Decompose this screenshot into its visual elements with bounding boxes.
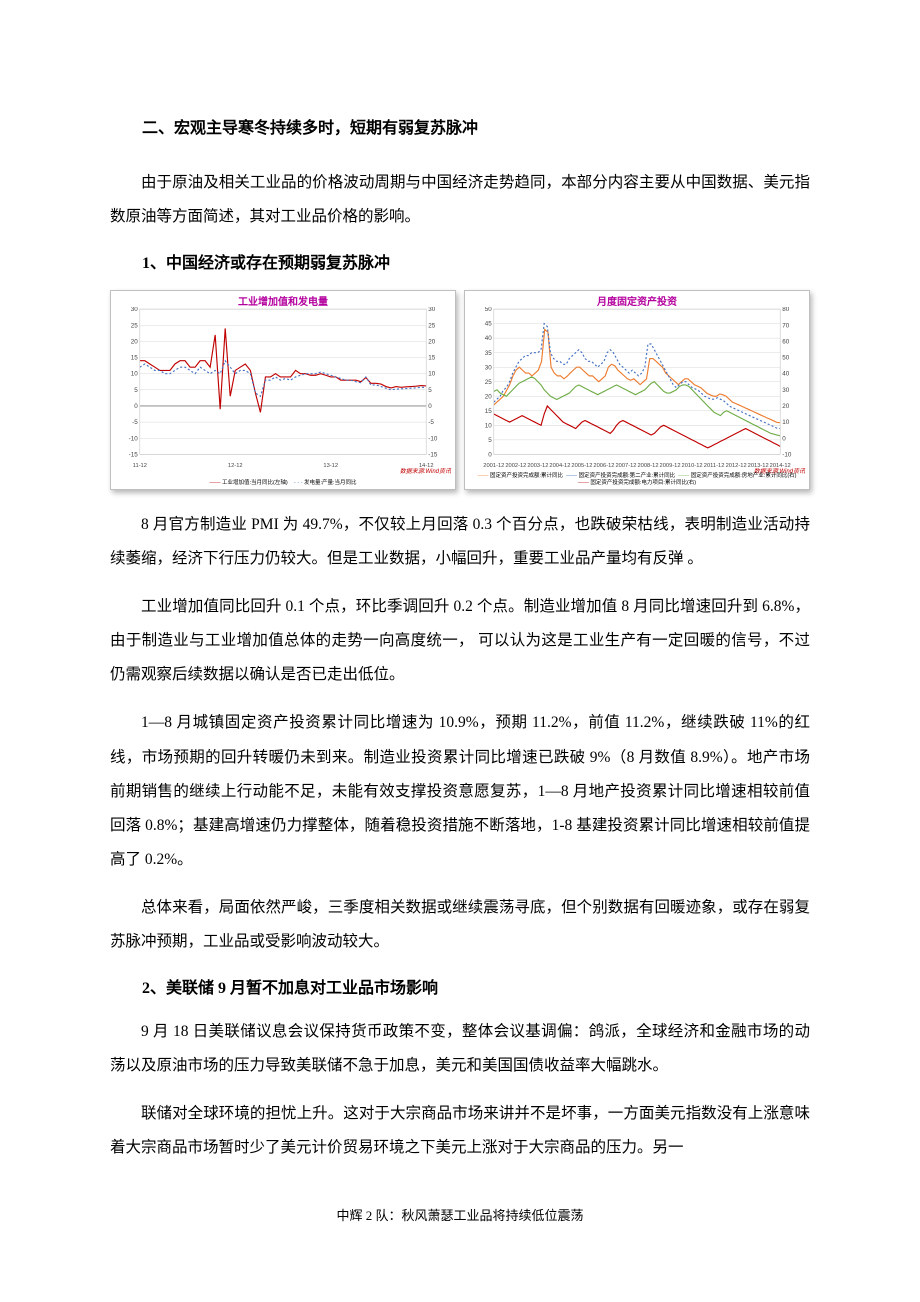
document-page: 二、宏观主导寒冬持续多时，短期有弱复苏脉冲 由于原油及相关工业品的价格波动周期与… — [0, 0, 920, 1264]
page-footer: 中辉 2 队：秋风萧瑟工业品将持续低位震荡 — [110, 1205, 810, 1224]
svg-text:50: 50 — [485, 307, 492, 313]
body-paragraph-3: 1—8 月城镇固定资产投资累计同比增速为 10.9%，预期 11.2%，前值 1… — [110, 706, 810, 876]
svg-text:2001-12: 2001-12 — [483, 463, 504, 469]
svg-text:10: 10 — [428, 371, 435, 378]
svg-text:-5: -5 — [428, 419, 434, 426]
chart-2-container: 月度固定资产投资 0 5 10 15 20 25 30 35 40 45 50 -10 0 10 20 30 4… — [464, 290, 810, 490]
svg-text:0: 0 — [488, 451, 492, 458]
svg-text:20: 20 — [782, 403, 789, 410]
svg-text:10: 10 — [782, 419, 789, 426]
body-paragraph-6: 联储对全球环境的担忧上升。这对于大宗商品市场来讲并不是坏事，一方面美元指数没有上… — [110, 1097, 810, 1165]
svg-text:2012-12: 2012-12 — [726, 463, 747, 469]
svg-text:2006-12: 2006-12 — [593, 463, 614, 469]
section-heading: 二、宏观主导寒冬持续多时，短期有弱复苏脉冲 — [110, 115, 810, 144]
svg-text:15: 15 — [131, 355, 138, 362]
charts-row: 工业增加值和发电量 -15 -10 -5 0 5 10 15 20 25 30 -15 -10 -5 0 5… — [110, 290, 810, 490]
svg-text:5: 5 — [134, 387, 138, 394]
svg-text:-10: -10 — [129, 435, 139, 442]
svg-text:-15: -15 — [129, 451, 139, 458]
svg-text:-5: -5 — [132, 419, 138, 426]
svg-text:25: 25 — [428, 322, 435, 329]
svg-text:40: 40 — [485, 335, 492, 342]
svg-text:25: 25 — [131, 322, 138, 329]
svg-text:45: 45 — [485, 321, 492, 328]
body-paragraph-1: 8 月官方制造业 PMI 为 49.7%，不仅较上月回落 0.3 个百分点，也跌… — [110, 508, 810, 576]
svg-text:0: 0 — [134, 403, 138, 410]
svg-text:40: 40 — [782, 371, 789, 378]
svg-text:20: 20 — [485, 393, 492, 400]
chart-2-legend: —— 固定资产投资完成额:累计同比 —— 固定资产投资完成额:第二产业:累计同比… — [465, 473, 809, 487]
svg-text:-10: -10 — [782, 451, 792, 458]
svg-text:-10: -10 — [428, 435, 438, 442]
chart-1-container: 工业增加值和发电量 -15 -10 -5 0 5 10 15 20 25 30 -15 -10 -5 0 5… — [110, 290, 456, 490]
chart-2-title: 月度固定资产投资 — [465, 293, 809, 308]
svg-text:0: 0 — [782, 435, 786, 442]
svg-text:80: 80 — [782, 307, 789, 313]
svg-text:10: 10 — [131, 371, 138, 378]
svg-text:20: 20 — [428, 338, 435, 345]
svg-text:5: 5 — [428, 387, 432, 394]
svg-text:12-12: 12-12 — [228, 463, 243, 469]
svg-text:2004-12: 2004-12 — [549, 463, 570, 469]
body-paragraph-5: 9 月 18 日美联储议息会议保持货币政策不变，整体会议基调偏：鸽派，全球经济和… — [110, 1015, 810, 1083]
svg-text:30: 30 — [428, 307, 435, 313]
chart-1-plot: -15 -10 -5 0 5 10 15 20 25 30 -15 -10 -5 0 5 10 15 20 25 30… — [121, 307, 445, 469]
svg-text:2009-12: 2009-12 — [660, 463, 681, 469]
svg-text:10: 10 — [485, 422, 492, 429]
svg-text:11-12: 11-12 — [133, 463, 147, 469]
svg-text:2007-12: 2007-12 — [615, 463, 636, 469]
svg-text:60: 60 — [782, 338, 789, 345]
chart-1-title: 工业增加值和发电量 — [111, 293, 455, 308]
chart-1-source: 数据来源:Wind资讯 — [400, 466, 451, 475]
svg-text:30: 30 — [782, 387, 789, 394]
svg-text:20: 20 — [131, 338, 138, 345]
svg-text:70: 70 — [782, 322, 789, 329]
svg-text:30: 30 — [485, 364, 492, 371]
intro-paragraph: 由于原油及相关工业品的价格波动周期与中国经济走势趋同，本部分内容主要从中国数据、… — [110, 166, 810, 234]
chart-1-legend: —— 工业增加值:当月同比(左轴) - - - 发电量:产量:当月同比 — [111, 480, 455, 487]
svg-text:2011-12: 2011-12 — [704, 463, 725, 469]
svg-text:50: 50 — [782, 355, 789, 362]
svg-text:35: 35 — [485, 350, 492, 357]
svg-text:13-12: 13-12 — [323, 463, 338, 469]
body-paragraph-4: 总体来看，局面依然严峻，三季度相关数据或继续震荡寻底，但个别数据有回暖迹象，或存… — [110, 891, 810, 959]
svg-text:2008-12: 2008-12 — [637, 463, 658, 469]
svg-text:2002-12: 2002-12 — [505, 463, 526, 469]
body-paragraph-2: 工业增加值同比回升 0.1 个点，环比季调回升 0.2 个点。制造业增加值 8 … — [110, 590, 810, 692]
subsection-2-heading: 2、美联储 9 月暂不加息对工业品市场影响 — [110, 973, 810, 1005]
svg-text:-15: -15 — [428, 451, 438, 458]
svg-text:25: 25 — [485, 379, 492, 386]
svg-text:15: 15 — [428, 355, 435, 362]
svg-text:2003-12: 2003-12 — [527, 463, 548, 469]
svg-text:15: 15 — [485, 408, 492, 415]
chart-2-plot: 0 5 10 15 20 25 30 35 40 45 50 -10 0 10 20 30 40 50 60 70 80… — [475, 307, 799, 469]
svg-text:5: 5 — [488, 437, 492, 444]
svg-text:2010-12: 2010-12 — [682, 463, 703, 469]
svg-text:30: 30 — [131, 307, 138, 313]
svg-text:0: 0 — [428, 403, 432, 410]
subsection-1-heading: 1、中国经济或存在预期弱复苏脉冲 — [110, 248, 810, 280]
svg-text:2005-12: 2005-12 — [571, 463, 592, 469]
